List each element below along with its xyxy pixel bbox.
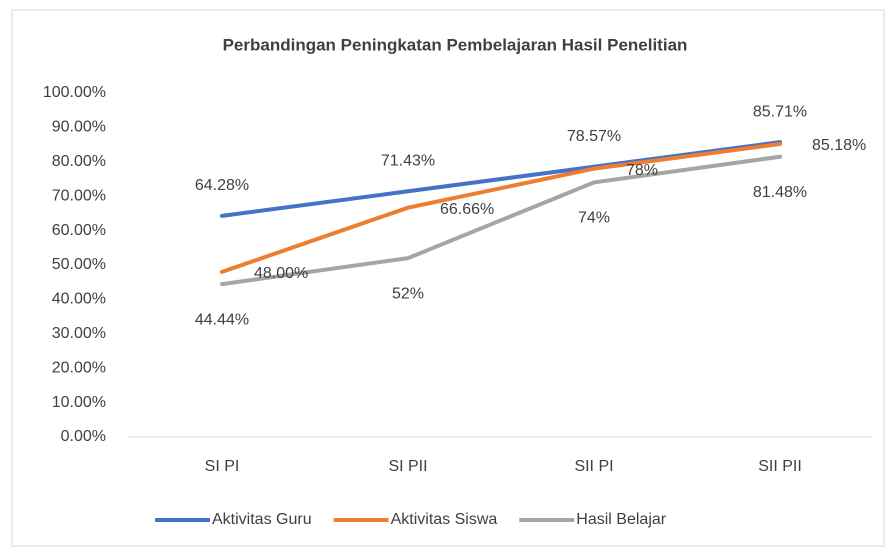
data-label: 78.57% — [567, 128, 621, 145]
y-tick-label: 20.00% — [52, 359, 106, 376]
x-tick-label: SI PI — [205, 458, 240, 475]
y-tick-label: 90.00% — [52, 119, 106, 136]
legend-label: Aktivitas Siswa — [391, 511, 498, 528]
data-label: 78% — [626, 162, 658, 179]
series-line — [220, 154, 782, 287]
data-label: 48.00% — [254, 265, 308, 282]
data-label: 71.43% — [381, 152, 435, 169]
data-label: 64.28% — [195, 177, 249, 194]
data-label: 85.18% — [812, 137, 866, 154]
legend-label: Hasil Belajar — [576, 511, 666, 528]
legend-label: Aktivitas Guru — [212, 511, 312, 528]
data-label: 81.48% — [753, 184, 807, 201]
data-label: 66.66% — [440, 201, 494, 218]
y-tick-label: 80.00% — [52, 153, 106, 170]
x-tick-label: SII PII — [758, 458, 802, 475]
data-label: 52% — [392, 285, 424, 302]
chart-frame — [11, 9, 885, 547]
series-line — [220, 141, 782, 274]
y-tick-label: 70.00% — [52, 187, 106, 204]
y-tick-label: 100.00% — [43, 84, 106, 101]
y-tick-label: 60.00% — [52, 222, 106, 239]
data-label: 85.71% — [753, 103, 807, 120]
data-label: 74% — [578, 210, 610, 227]
y-tick-label: 10.00% — [52, 394, 106, 411]
y-tick-label: 0.00% — [61, 428, 106, 445]
y-tick-label: 40.00% — [52, 291, 106, 308]
y-tick-label: 30.00% — [52, 325, 106, 342]
data-label: 44.44% — [195, 311, 249, 328]
chart-title: Perbandingan Peningkatan Pembelajaran Ha… — [223, 35, 688, 54]
y-tick-label: 50.00% — [52, 256, 106, 273]
x-tick-label: SI PII — [388, 458, 427, 475]
x-tick-label: SII PI — [574, 458, 613, 475]
